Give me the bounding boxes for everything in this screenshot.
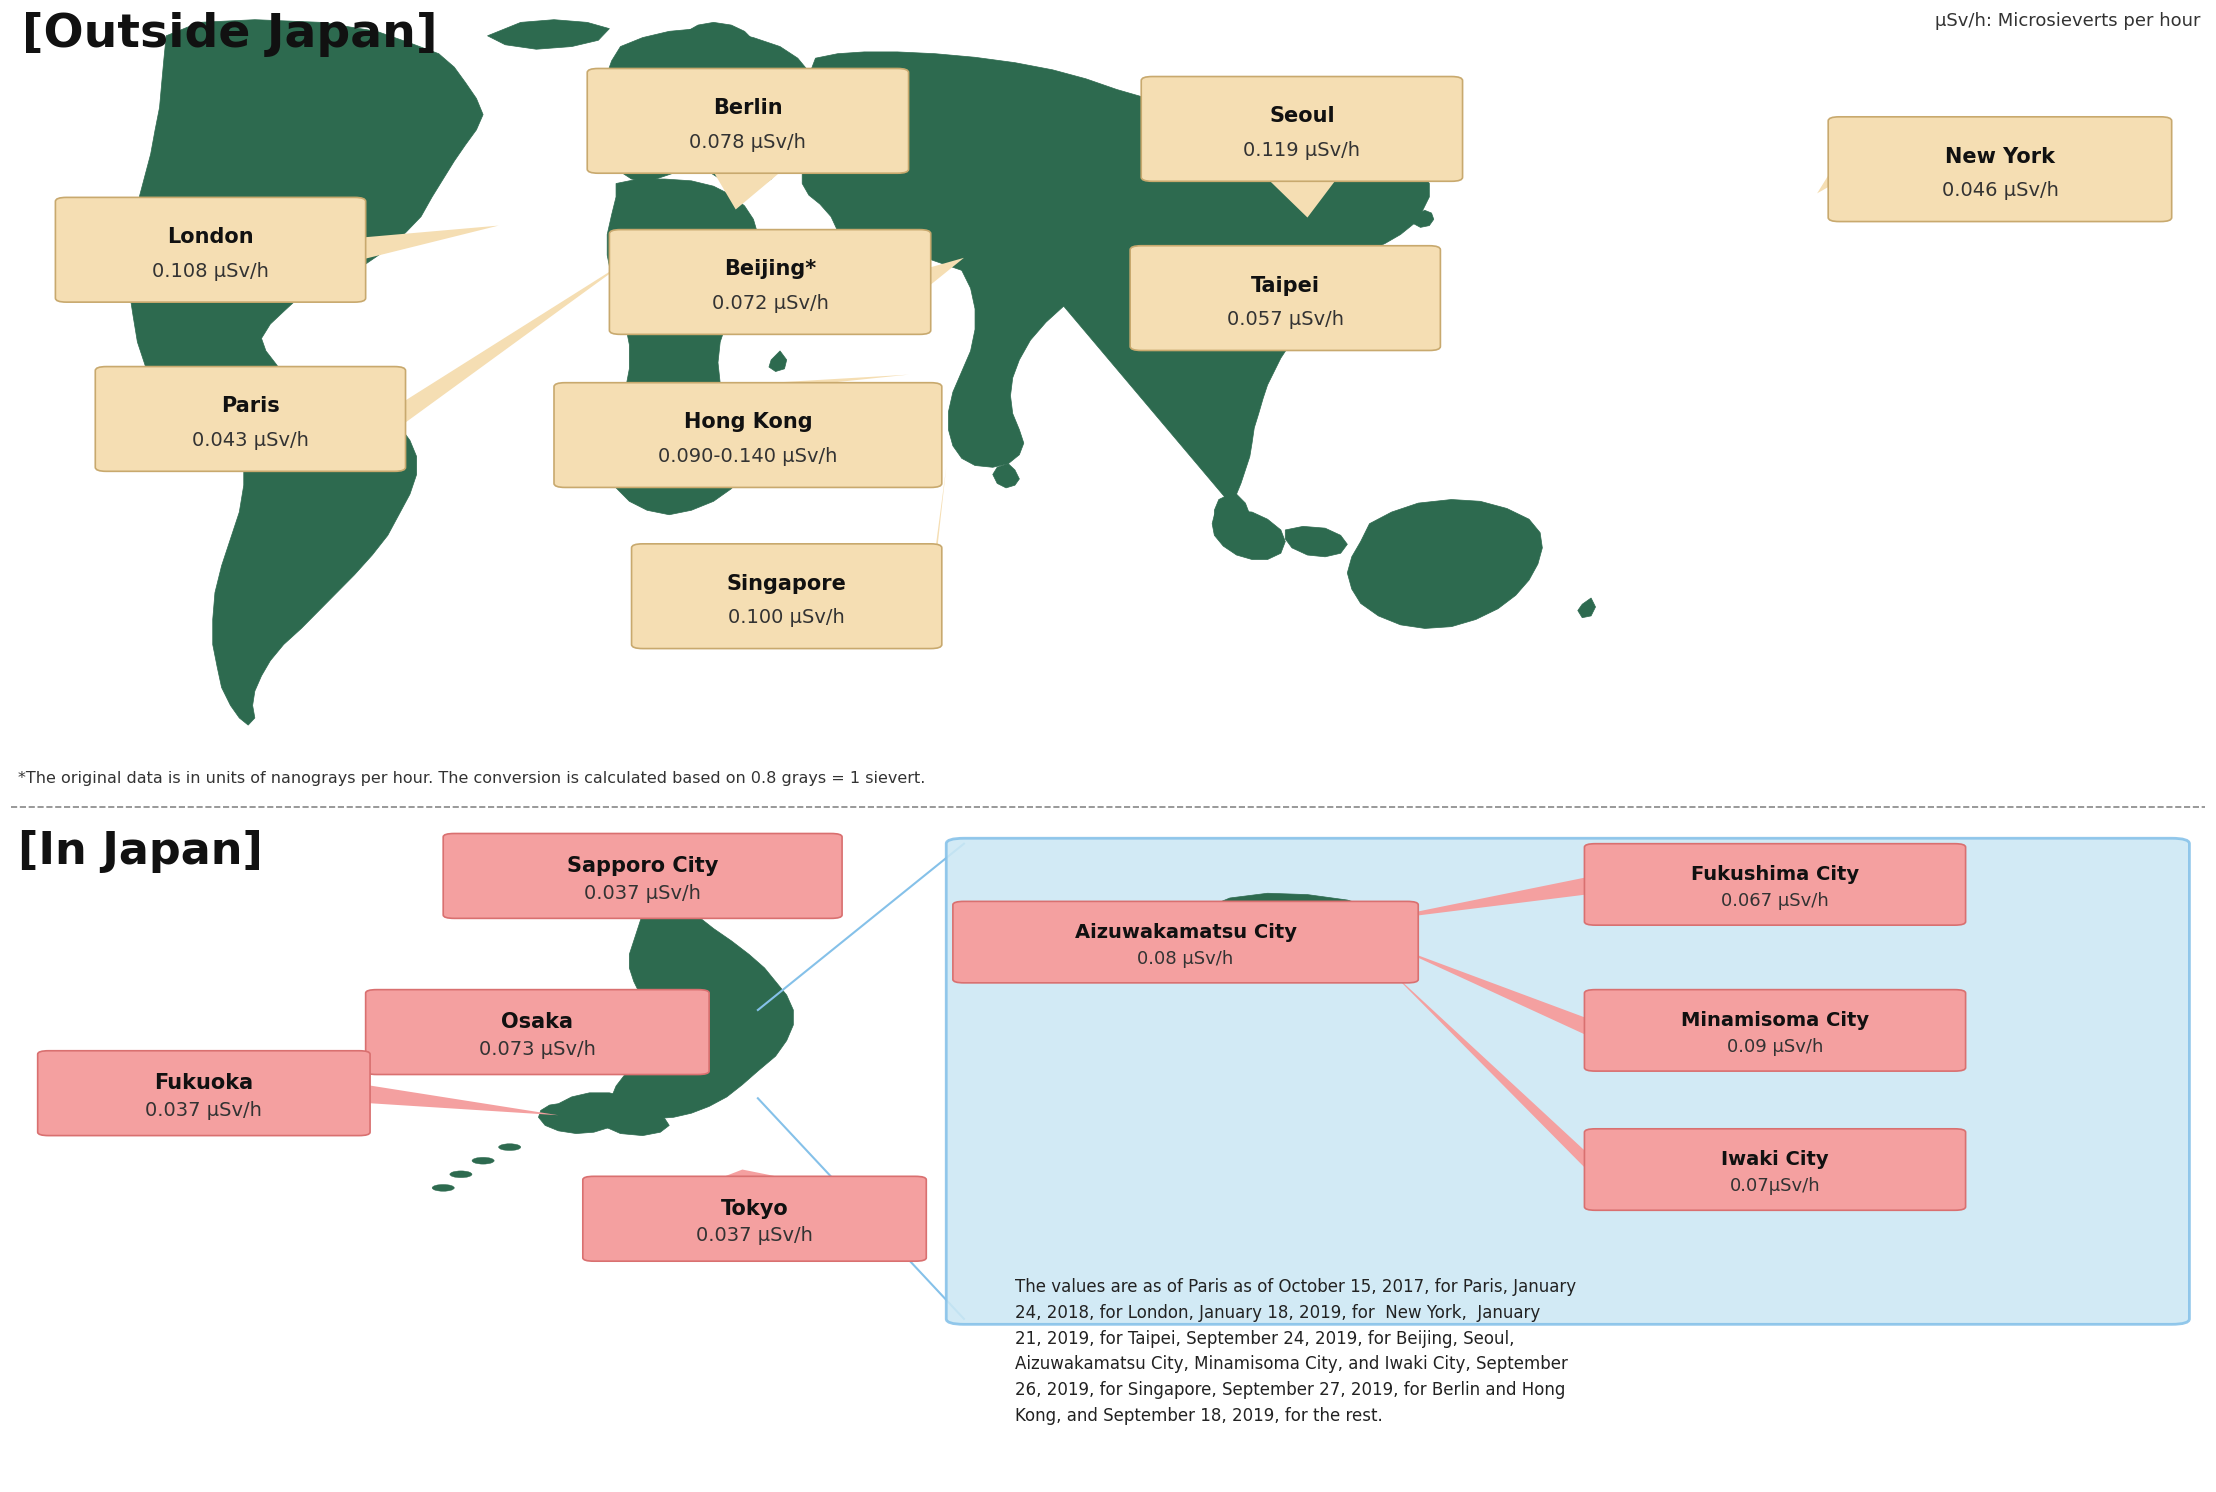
Text: 0.100 μSv/h: 0.100 μSv/h — [729, 607, 844, 627]
Polygon shape — [612, 885, 793, 1119]
Polygon shape — [1414, 210, 1434, 227]
Circle shape — [472, 1158, 494, 1164]
Polygon shape — [1817, 158, 1839, 194]
Polygon shape — [499, 994, 647, 1064]
Text: 0.037 μSv/h: 0.037 μSv/h — [696, 1226, 813, 1246]
Polygon shape — [802, 52, 1429, 503]
Text: 0.046 μSv/h: 0.046 μSv/h — [1941, 181, 2059, 200]
Polygon shape — [204, 430, 255, 458]
Text: 0.072 μSv/h: 0.072 μSv/h — [711, 294, 829, 313]
Text: 0.057 μSv/h: 0.057 μSv/h — [1228, 310, 1343, 328]
Text: [Outside Japan]: [Outside Japan] — [22, 12, 439, 57]
Polygon shape — [607, 179, 758, 515]
Polygon shape — [129, 19, 483, 470]
Polygon shape — [769, 351, 787, 372]
FancyBboxPatch shape — [1584, 843, 1966, 925]
Text: Minamisoma City: Minamisoma City — [1682, 1012, 1868, 1029]
Polygon shape — [213, 392, 417, 725]
FancyBboxPatch shape — [946, 839, 2189, 1325]
Text: Paris: Paris — [222, 397, 279, 416]
Polygon shape — [687, 22, 753, 58]
Text: [In Japan]: [In Japan] — [18, 830, 264, 873]
FancyBboxPatch shape — [1584, 989, 1966, 1071]
Text: New York: New York — [1946, 146, 2054, 167]
Text: Seoul: Seoul — [1270, 106, 1334, 127]
Text: 0.09 μSv/h: 0.09 μSv/h — [1726, 1038, 1824, 1056]
FancyBboxPatch shape — [38, 1050, 370, 1135]
FancyBboxPatch shape — [95, 367, 406, 471]
Text: Osaka: Osaka — [501, 1012, 574, 1032]
Polygon shape — [1132, 904, 1239, 941]
Polygon shape — [359, 1083, 558, 1115]
Text: 0.090-0.140 μSv/h: 0.090-0.140 μSv/h — [658, 446, 838, 466]
Text: 0.119 μSv/h: 0.119 μSv/h — [1243, 140, 1361, 160]
Text: 0.07μSv/h: 0.07μSv/h — [1731, 1177, 1819, 1195]
Polygon shape — [607, 28, 815, 195]
Polygon shape — [355, 225, 499, 261]
Polygon shape — [993, 464, 1019, 488]
Text: 0.037 μSv/h: 0.037 μSv/h — [146, 1101, 261, 1120]
Circle shape — [432, 1185, 454, 1191]
Polygon shape — [705, 374, 909, 386]
Polygon shape — [1265, 178, 1338, 218]
Polygon shape — [1392, 946, 1596, 1040]
Polygon shape — [394, 258, 632, 431]
Text: Iwaki City: Iwaki City — [1722, 1150, 1828, 1170]
Polygon shape — [716, 1170, 793, 1180]
Text: Hong Kong: Hong Kong — [683, 412, 813, 433]
Polygon shape — [711, 169, 784, 209]
FancyBboxPatch shape — [1584, 1129, 1966, 1210]
Circle shape — [450, 1171, 472, 1177]
FancyBboxPatch shape — [1828, 116, 2172, 221]
FancyBboxPatch shape — [443, 834, 842, 919]
Text: Singapore: Singapore — [727, 573, 847, 594]
Polygon shape — [654, 836, 831, 891]
FancyBboxPatch shape — [632, 543, 942, 649]
Text: Aizuwakamatsu City: Aizuwakamatsu City — [1075, 924, 1296, 941]
FancyBboxPatch shape — [609, 230, 931, 334]
Text: London: London — [166, 227, 255, 248]
Polygon shape — [1578, 598, 1596, 618]
Circle shape — [499, 1144, 521, 1150]
Polygon shape — [1214, 494, 1250, 539]
Polygon shape — [598, 837, 705, 871]
Text: 0.067 μSv/h: 0.067 μSv/h — [1722, 892, 1828, 910]
Polygon shape — [1183, 894, 1401, 982]
Text: *The original data is in units of nanograys per hour. The conversion is calculat: *The original data is in units of nanogr… — [18, 770, 924, 785]
Text: Sapporo City: Sapporo City — [567, 856, 718, 876]
Text: Fukushima City: Fukushima City — [1691, 865, 1859, 885]
Text: Taipei: Taipei — [1250, 276, 1321, 295]
Polygon shape — [931, 467, 946, 607]
Polygon shape — [488, 19, 609, 49]
Text: 0.108 μSv/h: 0.108 μSv/h — [153, 261, 268, 280]
Polygon shape — [1347, 500, 1542, 628]
Text: Beijing*: Beijing* — [725, 260, 815, 279]
FancyBboxPatch shape — [953, 901, 1418, 983]
Polygon shape — [920, 258, 964, 294]
Polygon shape — [603, 1112, 669, 1135]
Polygon shape — [1285, 527, 1347, 557]
Polygon shape — [1250, 249, 1321, 278]
Text: Berlin: Berlin — [714, 98, 782, 118]
Text: 0.078 μSv/h: 0.078 μSv/h — [689, 133, 807, 152]
FancyBboxPatch shape — [587, 69, 909, 173]
FancyBboxPatch shape — [554, 382, 942, 488]
Polygon shape — [1212, 510, 1285, 560]
Polygon shape — [1385, 965, 1596, 1179]
Text: The values are as of Paris as of October 15, 2017, for Paris, January
24, 2018, : The values are as of Paris as of October… — [1015, 1279, 1576, 1425]
Polygon shape — [1367, 876, 1596, 922]
Text: Tokyo: Tokyo — [720, 1198, 789, 1219]
FancyBboxPatch shape — [366, 989, 709, 1074]
Text: 0.043 μSv/h: 0.043 μSv/h — [193, 431, 308, 449]
FancyBboxPatch shape — [1141, 76, 1463, 181]
Text: 0.08 μSv/h: 0.08 μSv/h — [1137, 949, 1234, 967]
Text: 0.037 μSv/h: 0.037 μSv/h — [585, 883, 700, 903]
Polygon shape — [538, 1092, 632, 1134]
Text: Fukuoka: Fukuoka — [155, 1073, 253, 1094]
Text: 0.073 μSv/h: 0.073 μSv/h — [479, 1040, 596, 1059]
Text: μSv/h: Microsieverts per hour: μSv/h: Microsieverts per hour — [1935, 12, 2200, 30]
FancyBboxPatch shape — [55, 197, 366, 301]
FancyBboxPatch shape — [583, 1176, 926, 1261]
FancyBboxPatch shape — [1130, 246, 1440, 351]
